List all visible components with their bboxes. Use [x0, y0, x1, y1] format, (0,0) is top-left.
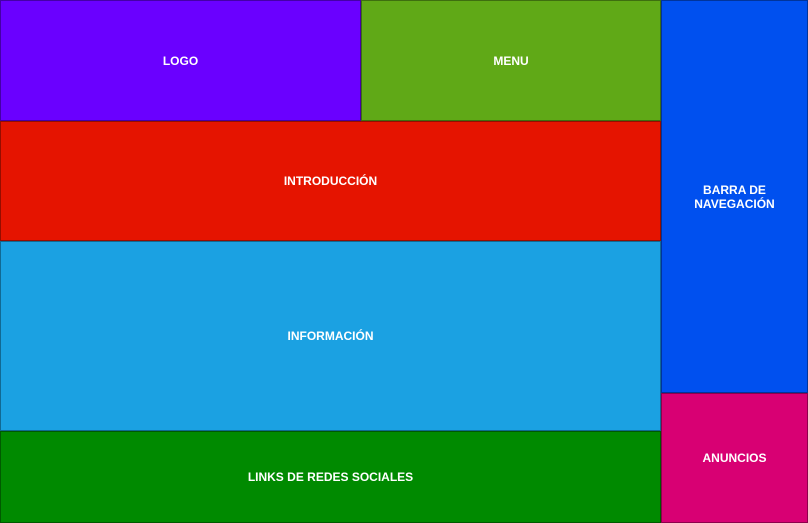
introduction-block: INTRODUCCIÓN	[0, 121, 661, 241]
introduction-label: INTRODUCCIÓN	[283, 174, 378, 188]
ads-block: ANUNCIOS	[661, 393, 808, 523]
social-links-block: LINKS DE REDES SOCIALES	[0, 431, 661, 523]
logo-label: LOGO	[162, 53, 199, 68]
ads-label: ANUNCIOS	[702, 451, 767, 465]
navigation-bar-label: BARRA DE NAVEGACIÓN	[694, 182, 775, 211]
logo-block: LOGO	[0, 0, 361, 121]
information-block: INFORMACIÓN	[0, 241, 661, 431]
navigation-bar-block: BARRA DE NAVEGACIÓN	[661, 0, 808, 393]
social-links-label: LINKS DE REDES SOCIALES	[247, 470, 414, 484]
menu-label: MENU	[493, 53, 529, 68]
menu-block: MENU	[361, 0, 661, 121]
information-label: INFORMACIÓN	[287, 329, 374, 343]
